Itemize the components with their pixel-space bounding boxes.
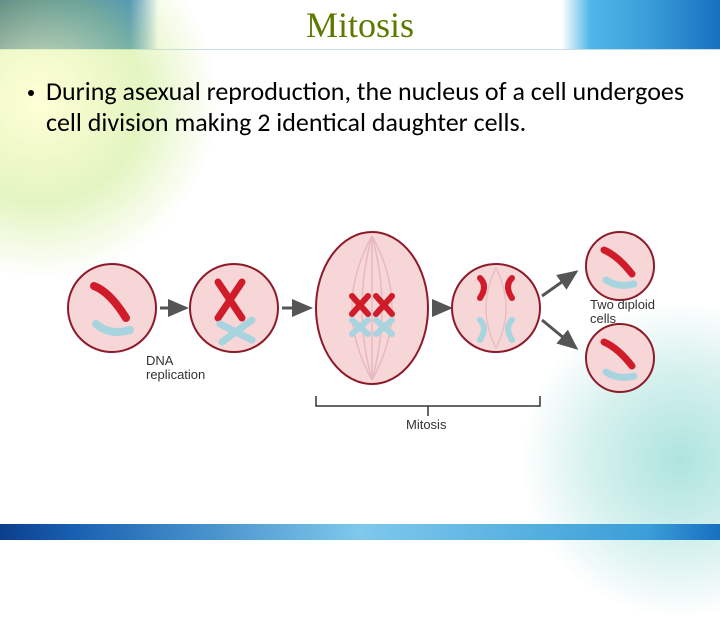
cell-daughter-top	[586, 232, 654, 300]
caption-two-diploid: Two diploid cells	[590, 298, 655, 327]
arrow-icon	[542, 272, 576, 296]
header-band: Mitosis	[0, 0, 720, 50]
bullet-item: During asexual reproduction, the nucleus…	[28, 76, 696, 138]
diagram-svg	[60, 228, 660, 448]
cell-separating	[452, 264, 540, 352]
caption-dna-replication: DNA replication	[146, 354, 205, 383]
cell-replicated	[190, 264, 278, 352]
cell-dividing	[316, 232, 428, 384]
arrow-icon	[542, 320, 576, 348]
footer-band	[0, 524, 720, 540]
bullet-text: During asexual reproduction, the nucleus…	[46, 76, 696, 138]
caption-mitosis: Mitosis	[406, 418, 446, 432]
cell-daughter-bottom	[586, 324, 654, 392]
bracket-icon	[316, 396, 540, 416]
slide-title: Mitosis	[0, 4, 720, 46]
mitosis-diagram: DNA replication Mitosis Two diploid cell…	[60, 228, 660, 448]
bullet-marker-icon	[28, 90, 34, 96]
cell-parent	[68, 264, 156, 352]
